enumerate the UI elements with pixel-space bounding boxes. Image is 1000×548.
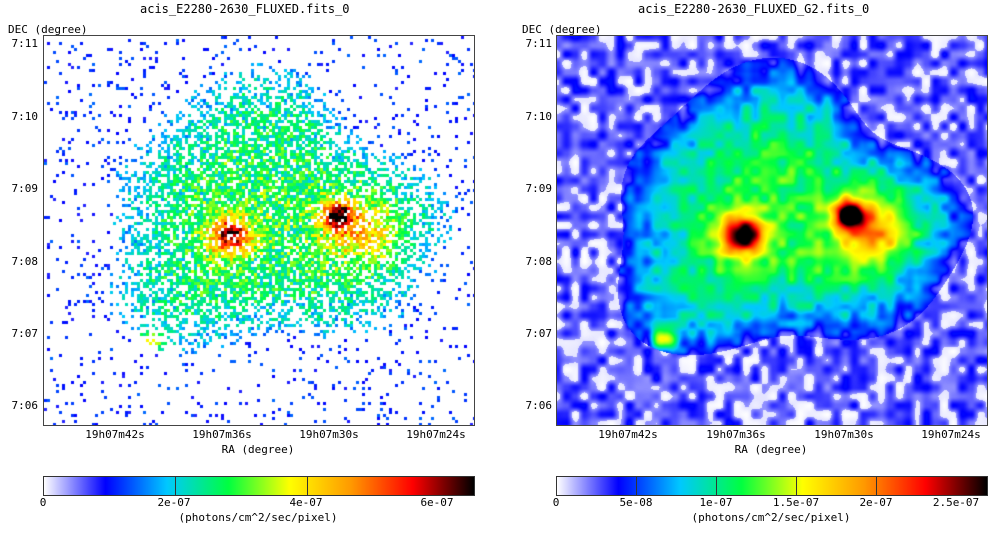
left-dec-axis-label: DEC (degree) xyxy=(8,23,88,36)
right-colorbar-tick-label: 2e-07 xyxy=(859,496,893,509)
left-y-tick-label: 7:09 xyxy=(11,182,39,195)
left-y-tick-label: 7:07 xyxy=(11,327,39,340)
right-smoothed-flux-image xyxy=(557,36,987,425)
left-y-tick-label: 7:11 xyxy=(11,37,39,50)
right-colorbar-tick-label: 1e-07 xyxy=(699,496,733,509)
right-colorbar-units: (photons/cm^2/sec/pixel) xyxy=(691,511,851,524)
colorbar-separator xyxy=(307,477,308,495)
left-panel-title: acis_E2280-2630_FLUXED.fits_0 xyxy=(140,2,350,16)
right-panel-title: acis_E2280-2630_FLUXED_G2.fits_0 xyxy=(638,2,870,16)
left-image-view[interactable] xyxy=(43,35,475,426)
left-x-tick-label: 19h07m42s xyxy=(85,428,145,441)
right-dec-axis-label: DEC (degree) xyxy=(522,23,602,36)
right-x-tick-label: 19h07m30s xyxy=(814,428,874,441)
right-colorbar xyxy=(556,476,988,496)
right-colorbar-tick-label: 0 xyxy=(552,496,560,509)
colorbar-separator xyxy=(716,477,717,495)
right-x-tick-label: 19h07m24s xyxy=(921,428,981,441)
colorbar-separator xyxy=(175,477,176,495)
left-x-tick-label: 19h07m36s xyxy=(192,428,252,441)
left-colorbar-units: (photons/cm^2/sec/pixel) xyxy=(178,511,338,524)
left-y-tick-label: 7:08 xyxy=(11,255,39,268)
left-y-tick-label: 7:06 xyxy=(11,399,39,412)
left-colorbar-tick-label: 6e-07 xyxy=(420,496,454,509)
right-y-tick-label: 7:10 xyxy=(525,110,553,123)
right-colorbar-tick-label: 1.5e-07 xyxy=(772,496,820,509)
right-colorbar-tick-label: 2.5e-07 xyxy=(932,496,980,509)
right-x-tick-label: 19h07m42s xyxy=(598,428,658,441)
left-ra-axis-label: RA (degree) xyxy=(221,443,295,456)
left-colorbar xyxy=(43,476,475,496)
right-y-tick-label: 7:06 xyxy=(525,399,553,412)
right-ra-axis-label: RA (degree) xyxy=(734,443,808,456)
right-y-tick-label: 7:08 xyxy=(525,255,553,268)
colorbar-separator xyxy=(876,477,877,495)
right-x-tick-label: 19h07m36s xyxy=(706,428,766,441)
left-x-tick-label: 19h07m30s xyxy=(299,428,359,441)
right-y-tick-label: 7:11 xyxy=(525,37,553,50)
right-colorbar-tick-label: 5e-08 xyxy=(619,496,653,509)
left-x-tick-label: 19h07m24s xyxy=(406,428,466,441)
right-image-view[interactable] xyxy=(556,35,988,426)
right-y-tick-label: 7:09 xyxy=(525,182,553,195)
left-colorbar-tick-label: 0 xyxy=(39,496,47,509)
left-colorbar-tick-label: 4e-07 xyxy=(289,496,323,509)
colorbar-separator xyxy=(636,477,637,495)
left-colorbar-tick-label: 2e-07 xyxy=(157,496,191,509)
right-y-tick-label: 7:07 xyxy=(525,327,553,340)
colorbar-separator xyxy=(796,477,797,495)
left-raw-flux-image xyxy=(44,36,474,425)
left-y-tick-label: 7:10 xyxy=(11,110,39,123)
